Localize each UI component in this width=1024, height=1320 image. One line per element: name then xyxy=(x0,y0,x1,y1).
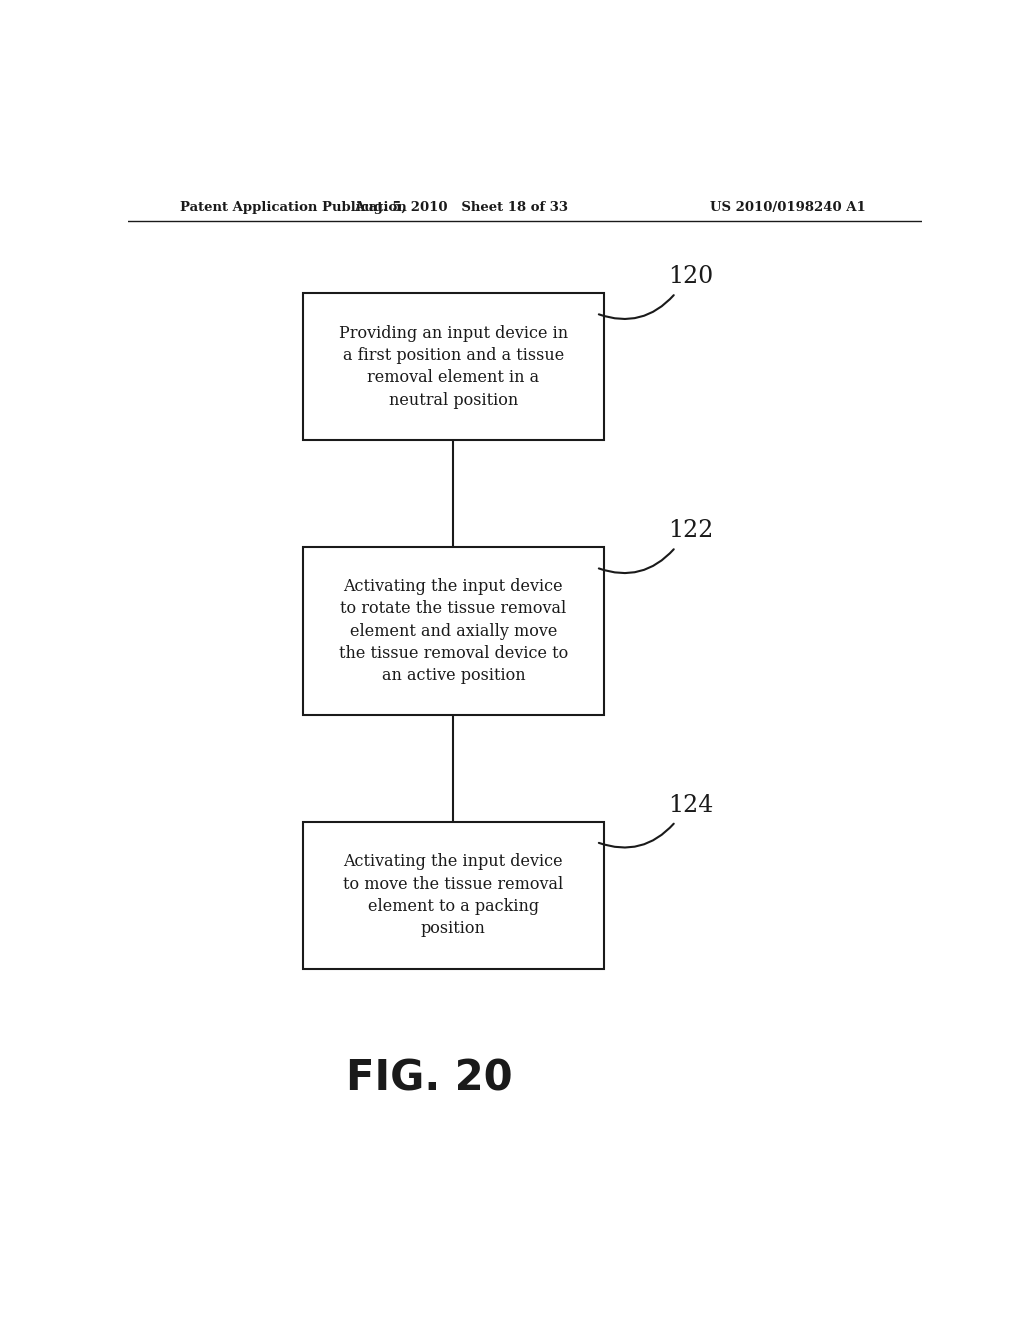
Bar xyxy=(303,293,604,441)
Text: Activating the input device
to move the tissue removal
element to a packing
posi: Activating the input device to move the … xyxy=(343,854,563,937)
Text: Activating the input device
to rotate the tissue removal
element and axially mov: Activating the input device to rotate th… xyxy=(339,578,568,684)
Text: 124: 124 xyxy=(668,793,713,817)
Text: FIG. 20: FIG. 20 xyxy=(346,1057,513,1100)
Bar xyxy=(303,821,604,969)
Text: Aug. 5, 2010   Sheet 18 of 33: Aug. 5, 2010 Sheet 18 of 33 xyxy=(354,201,568,214)
Text: 122: 122 xyxy=(668,519,713,543)
Text: 120: 120 xyxy=(668,265,713,288)
Text: Patent Application Publication: Patent Application Publication xyxy=(179,201,407,214)
Text: Providing an input device in
a first position and a tissue
removal element in a
: Providing an input device in a first pos… xyxy=(339,325,568,409)
Bar xyxy=(303,548,604,715)
Text: US 2010/0198240 A1: US 2010/0198240 A1 xyxy=(711,201,866,214)
